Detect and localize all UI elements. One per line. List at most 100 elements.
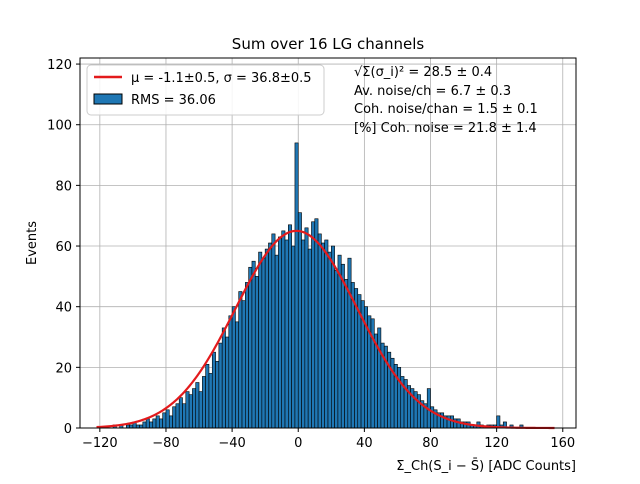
histogram-bar <box>271 233 276 429</box>
histogram-bar <box>192 388 197 429</box>
histogram-bar <box>218 342 223 429</box>
histogram-bar <box>155 415 160 429</box>
histogram-bar <box>251 260 256 429</box>
y-tick-label: 40 <box>55 301 72 316</box>
plot-frame <box>79 57 577 429</box>
histogram-bar <box>446 415 451 429</box>
x-tick-label: −80 <box>152 436 179 451</box>
grid-lines <box>80 58 576 429</box>
histogram-bar <box>231 306 236 429</box>
fit-curve <box>96 229 555 430</box>
histogram-bar <box>254 276 259 429</box>
histogram-bar <box>211 351 216 429</box>
histogram-bar <box>238 291 243 429</box>
histogram-bar <box>288 224 292 429</box>
legend: μ = -1.1±0.5, σ = 36.8±0.5 RMS = 36.06 <box>86 64 325 116</box>
y-tick-label: 60 <box>55 240 72 255</box>
histogram-bar <box>198 391 203 429</box>
legend-fit-label: μ = -1.1±0.5, σ = 36.8±0.5 <box>131 71 312 86</box>
histogram-bar <box>248 266 253 429</box>
histogram-bar <box>377 327 382 429</box>
histogram-bar <box>321 242 325 429</box>
histogram-bar <box>397 367 402 429</box>
histogram-bar <box>142 421 147 429</box>
y-tick-label: 100 <box>47 119 72 134</box>
histogram-bar <box>228 315 233 429</box>
x-tick-label: −40 <box>218 436 245 451</box>
histogram-bar <box>340 263 345 429</box>
histogram-bar <box>317 233 322 429</box>
histogram-bar <box>278 236 283 429</box>
annotation-coh-noise-pct: [%] Coh. noise = 21.8 ± 1.4 <box>354 121 537 136</box>
histogram-bar <box>235 321 240 429</box>
annotation-coh-noise-chan: Coh. noise/chan = 1.5 ± 0.1 <box>354 102 538 117</box>
histogram-bar <box>264 248 269 429</box>
histogram-bar <box>225 336 230 429</box>
histogram-bar <box>274 254 279 429</box>
histogram-bar <box>162 412 167 429</box>
x-tick-label: 120 <box>484 436 509 451</box>
histogram-bar <box>294 142 299 429</box>
gaussian-fit <box>96 229 555 430</box>
x-tick-label: 40 <box>356 436 373 451</box>
histogram-bar <box>152 418 157 429</box>
x-tick-label: 80 <box>422 436 439 451</box>
histogram-bar <box>284 239 289 429</box>
histogram-bar <box>297 212 302 429</box>
histogram-bar <box>334 269 339 429</box>
histogram-bar <box>208 373 213 429</box>
histogram-bar <box>159 418 163 429</box>
histogram-bar <box>307 248 312 429</box>
histogram-bar <box>291 245 296 429</box>
histogram-bar <box>311 221 316 429</box>
y-tick-label: 20 <box>55 361 72 376</box>
histogram-bar <box>188 394 193 429</box>
noise-annotations: √Σ(σ_i)² = 28.5 ± 0.4 Av. noise/ch = 6.7… <box>354 65 538 136</box>
histogram-bar <box>195 382 200 429</box>
histogram-bar <box>245 282 249 429</box>
histogram-bar <box>175 403 180 429</box>
histogram-bar <box>168 415 173 429</box>
histogram-bar <box>301 239 306 429</box>
x-tick-label: −120 <box>82 436 118 451</box>
histogram-bar <box>324 239 329 429</box>
histogram-bar <box>182 403 187 429</box>
annotation-sum-sigma: √Σ(σ_i)² = 28.5 ± 0.4 <box>354 65 492 80</box>
histogram-bar <box>165 409 170 429</box>
histogram-bar <box>241 300 246 429</box>
histogram-bar <box>205 364 210 429</box>
histogram-bar <box>281 230 286 429</box>
x-tick-label: 160 <box>550 436 575 451</box>
histogram-bar <box>344 279 349 429</box>
x-axis-label: Σ_Ch(S_i − S̄) [ADC Counts] <box>396 459 576 474</box>
histogram-bar <box>202 376 206 429</box>
histogram-bar <box>327 251 332 429</box>
axis-ticks: −120 −80 −40 0 40 80 120 160 0 20 40 60 80 100 120 <box>47 58 575 451</box>
histogram-bar <box>258 251 263 429</box>
histogram-bar <box>337 254 342 429</box>
histogram-bar <box>145 418 150 429</box>
histogram-bar <box>314 218 319 429</box>
histogram-bar <box>268 242 273 429</box>
legend-hist-swatch <box>93 93 123 105</box>
histogram-bar <box>331 245 335 429</box>
y-tick-label: 120 <box>47 58 72 73</box>
histogram-bar <box>304 227 309 429</box>
y-axis-label: Events <box>25 221 40 265</box>
chart-title: Sum over 16 LG channels <box>232 35 425 53</box>
histogram-bar <box>221 327 226 429</box>
histogram-bar <box>215 360 220 429</box>
histogram-bar <box>261 257 266 429</box>
y-tick-label: 80 <box>55 179 72 194</box>
histogram-bar <box>185 391 190 429</box>
annotation-av-noise: Av. noise/ch = 6.7 ± 0.3 <box>354 84 511 99</box>
histogram-bar <box>149 421 154 429</box>
histogram-bar <box>347 257 352 429</box>
legend-hist-label: RMS = 36.06 <box>131 93 216 108</box>
histogram-bar <box>178 397 183 429</box>
histogram-bar <box>172 406 177 429</box>
legend-box <box>86 64 325 116</box>
y-tick-label: 0 <box>64 422 72 437</box>
